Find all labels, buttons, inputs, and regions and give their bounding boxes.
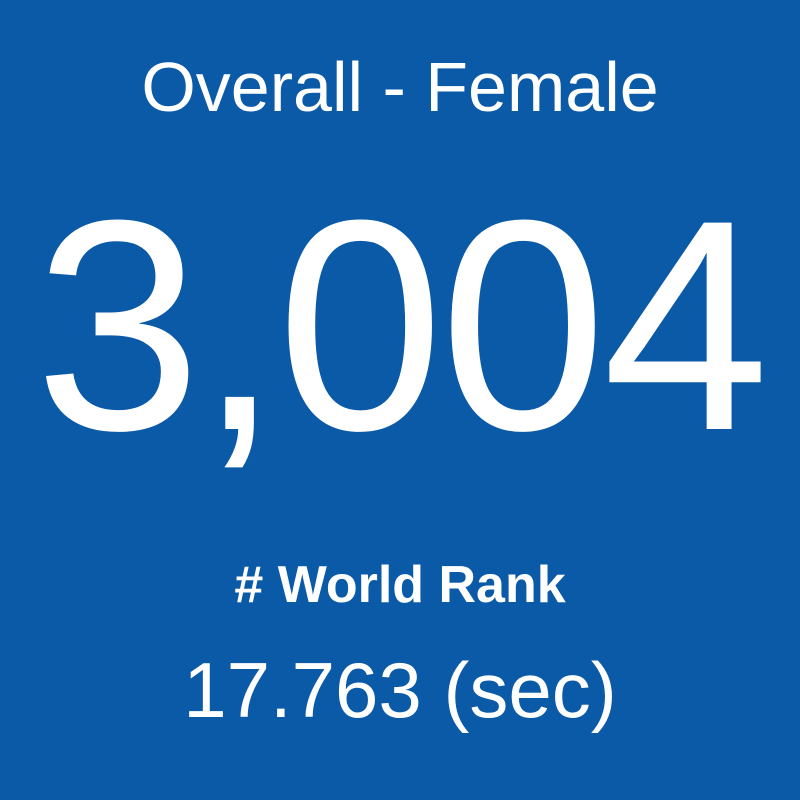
tile-title: Overall - Female (141, 48, 659, 126)
rank-value: 3,004 (34, 157, 770, 493)
rank-label: # World Rank (234, 556, 566, 614)
time-value: 17.763 (sec) (183, 646, 617, 734)
